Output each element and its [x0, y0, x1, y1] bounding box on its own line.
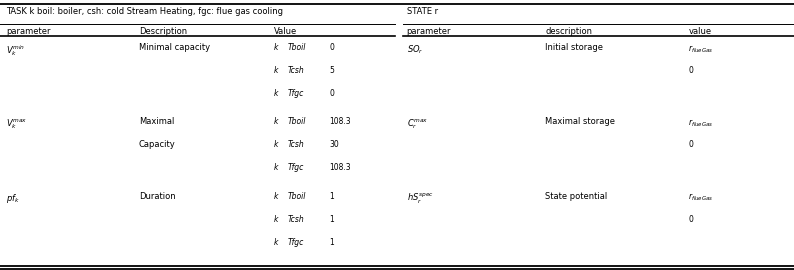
Text: 30: 30 — [330, 140, 339, 149]
Text: Tfgc: Tfgc — [287, 238, 304, 247]
Text: 0: 0 — [330, 43, 334, 52]
Text: $V_k^{min}$: $V_k^{min}$ — [6, 43, 25, 58]
Text: Tcsh: Tcsh — [287, 215, 304, 224]
Text: Duration: Duration — [139, 192, 175, 201]
Text: TASK k boil: boiler, csh: cold Stream Heating, fgc: flue gas cooling: TASK k boil: boiler, csh: cold Stream He… — [6, 7, 283, 16]
Text: 108.3: 108.3 — [330, 117, 351, 126]
Text: k: k — [274, 238, 279, 247]
Text: parameter: parameter — [407, 27, 451, 36]
Text: $V_k^{max}$: $V_k^{max}$ — [6, 117, 28, 131]
Text: 1: 1 — [330, 192, 334, 201]
Text: STATE r: STATE r — [407, 7, 437, 16]
Text: k: k — [274, 163, 279, 172]
Text: 1: 1 — [330, 215, 334, 224]
Text: Description: Description — [139, 27, 187, 36]
Text: 0: 0 — [688, 215, 693, 224]
Text: $pf_k$: $pf_k$ — [6, 192, 20, 205]
Text: k: k — [274, 140, 279, 149]
Text: k: k — [274, 192, 279, 201]
Text: Initial storage: Initial storage — [545, 43, 603, 52]
Text: value: value — [688, 27, 711, 36]
Text: $r_{flueGas}$: $r_{flueGas}$ — [688, 117, 714, 129]
Text: k: k — [274, 117, 279, 126]
Text: Tfgc: Tfgc — [287, 163, 304, 172]
Text: Capacity: Capacity — [139, 140, 175, 149]
Text: k: k — [274, 43, 279, 52]
Text: k: k — [274, 66, 279, 75]
Text: 108.3: 108.3 — [330, 163, 351, 172]
Text: Tboil: Tboil — [287, 192, 306, 201]
Text: k: k — [274, 89, 279, 98]
Text: $SO_r$: $SO_r$ — [407, 43, 423, 56]
Text: $C_r^{max}$: $C_r^{max}$ — [407, 117, 428, 131]
Text: Tfgc: Tfgc — [287, 89, 304, 98]
Text: Tcsh: Tcsh — [287, 140, 304, 149]
Text: State potential: State potential — [545, 192, 607, 201]
Text: 1: 1 — [330, 238, 334, 247]
Text: Tboil: Tboil — [287, 43, 306, 52]
Text: 0: 0 — [688, 66, 693, 75]
Text: Minimal capacity: Minimal capacity — [139, 43, 210, 52]
Text: k: k — [274, 215, 279, 224]
Text: 0: 0 — [688, 140, 693, 149]
Text: Value: Value — [274, 27, 297, 36]
Text: Tcsh: Tcsh — [287, 66, 304, 75]
Text: $r_{flueGas}$: $r_{flueGas}$ — [688, 192, 714, 203]
Text: Tboil: Tboil — [287, 117, 306, 126]
Text: Maximal: Maximal — [139, 117, 175, 126]
Text: description: description — [545, 27, 592, 36]
Text: parameter: parameter — [6, 27, 51, 36]
Text: $hS_r^{spec}$: $hS_r^{spec}$ — [407, 192, 434, 206]
Text: 5: 5 — [330, 66, 334, 75]
Text: 0: 0 — [330, 89, 334, 98]
Text: $r_{flueGas}$: $r_{flueGas}$ — [688, 43, 714, 55]
Text: Maximal storage: Maximal storage — [545, 117, 615, 126]
